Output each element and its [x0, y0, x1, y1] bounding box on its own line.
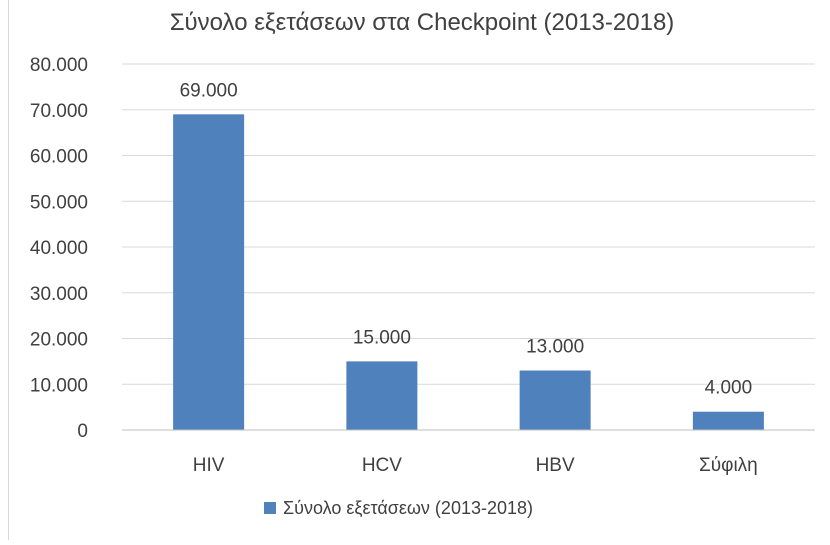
- y-tick-label: 10.000: [30, 375, 88, 396]
- legend: Σύνολο εξετάσεων (2013-2018): [264, 498, 533, 518]
- x-tick-label: HIV: [193, 455, 225, 476]
- y-tick-label: 70.000: [30, 101, 88, 122]
- data-label: 4.000: [705, 378, 753, 399]
- chart-title: Σύνολο εξετάσεων στα Checkpoint (2013-20…: [170, 9, 675, 36]
- x-tick-label: HBV: [536, 455, 575, 476]
- y-tick-label: 30.000: [30, 284, 88, 305]
- y-axis-tick-labels: 0 10.000 20.000 30.000 40.000 50.000 60.000 70.…: [30, 55, 88, 442]
- data-label: 13.000: [526, 337, 584, 358]
- bar: [173, 114, 244, 430]
- y-tick-label: 20.000: [30, 330, 88, 351]
- y-tick-label: 0: [77, 421, 88, 442]
- x-tick-label: Σύφιλη: [699, 455, 758, 476]
- y-tick-label: 50.000: [30, 192, 88, 213]
- y-tick-label: 80.000: [30, 55, 88, 76]
- bar: [346, 361, 417, 430]
- data-label: 69.000: [180, 80, 238, 101]
- data-label: 15.000: [353, 327, 411, 348]
- legend-swatch: [264, 502, 276, 514]
- x-tick-label: HCV: [362, 455, 402, 476]
- legend-label: Σύνολο εξετάσεων (2013-2018): [283, 498, 533, 518]
- y-tick-label: 60.000: [30, 147, 88, 168]
- bar: [520, 371, 591, 430]
- y-tick-label: 40.000: [30, 238, 88, 259]
- bar: [693, 412, 764, 430]
